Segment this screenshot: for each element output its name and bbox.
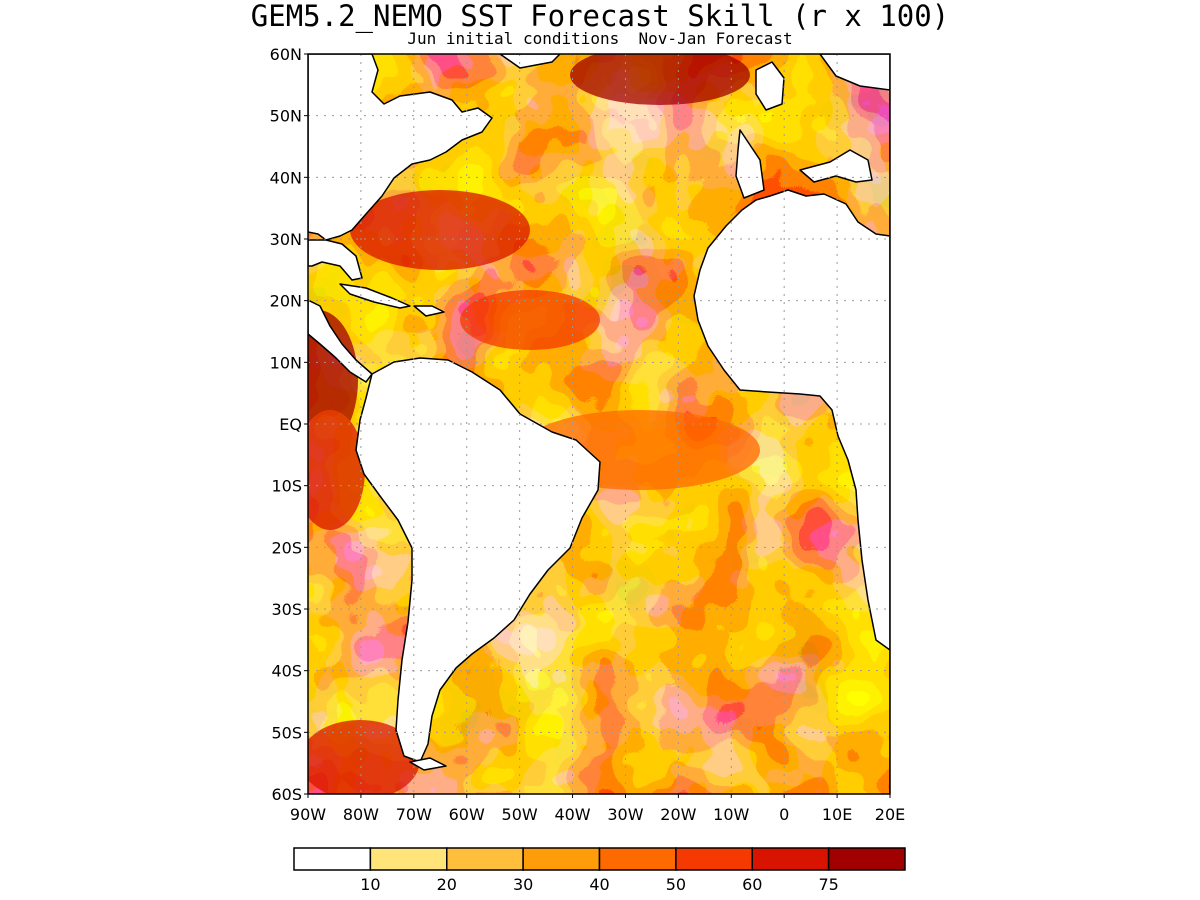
lat-tick-label: EQ	[279, 415, 302, 434]
cuba	[339, 283, 411, 309]
map-subtitle: Jun initial conditions Nov-Jan Forecast	[407, 29, 793, 48]
land-masses	[308, 54, 890, 794]
skill-patch	[308, 410, 365, 530]
skill-patch	[570, 54, 750, 105]
lat-tick-label: 30S	[271, 600, 302, 619]
colorbar-swatch	[369, 847, 448, 871]
colorbar-swatch	[446, 847, 524, 871]
europe-africa	[693, 54, 890, 794]
lat-tick-label: 10S	[271, 477, 302, 496]
colorbar-label: 10	[360, 875, 380, 894]
colorbar-swatch	[751, 847, 830, 871]
colorbar-swatch	[675, 847, 753, 871]
colorbar-label: 50	[666, 875, 686, 894]
map-title: GEM5.2_NEMO SST Forecast Skill (r x 100)	[250, 0, 950, 33]
iberia-europe-north	[735, 129, 765, 199]
latitude-labels: 60N 50N 40N 30N 20N 10N EQ 10S 20S 30S 40S 50S 60S	[270, 45, 308, 804]
gridlines	[308, 54, 890, 794]
lon-tick-label: 20E	[875, 805, 905, 824]
tierra-del-fuego	[409, 757, 447, 771]
colorbar-label: 20	[437, 875, 457, 894]
lon-tick-label: 0	[779, 805, 789, 824]
lon-tick-label: 50W	[502, 805, 538, 824]
hispaniola	[413, 305, 445, 317]
lon-tick-label: 10E	[822, 805, 852, 824]
lat-tick-label: 10N	[270, 353, 302, 372]
colorbar-swatch	[827, 847, 906, 871]
colorbar-swatch	[293, 847, 372, 871]
colorbar-label: 60	[742, 875, 762, 894]
lon-tick-label: 10W	[713, 805, 749, 824]
skill-patch	[308, 720, 420, 794]
colorbar: 10 20 30 40 50 60 75	[293, 847, 906, 894]
lon-tick-label: 90W	[290, 805, 326, 824]
lat-tick-label: 20S	[271, 538, 302, 557]
colorbar-label: 30	[513, 875, 533, 894]
lon-tick-label: 80W	[343, 805, 379, 824]
lon-tick-label: 40W	[554, 805, 590, 824]
lon-tick-label: 30W	[607, 805, 643, 824]
colorbar-swatch	[598, 847, 677, 871]
lat-tick-label: 60N	[270, 45, 302, 64]
lon-tick-label: 20W	[660, 805, 696, 824]
lat-tick-label: 40N	[270, 168, 302, 187]
florida-gulf-coast	[308, 239, 363, 281]
colorbar-label: 75	[818, 875, 838, 894]
lon-tick-label: 60W	[449, 805, 485, 824]
lat-tick-label: 60S	[271, 785, 302, 804]
north-america	[308, 54, 493, 241]
lat-tick-label: 30N	[270, 230, 302, 249]
lat-tick-label: 20N	[270, 292, 302, 311]
lon-tick-label: 70W	[396, 805, 432, 824]
skill-patch	[350, 190, 530, 270]
lat-tick-label: 50S	[271, 723, 302, 742]
skill-patch	[460, 290, 600, 350]
colorbar-label: 40	[589, 875, 609, 894]
central-america	[308, 299, 373, 383]
greenland-tip	[499, 54, 561, 69]
lat-tick-label: 50N	[270, 107, 302, 126]
lat-tick-label: 40S	[271, 662, 302, 681]
colorbar-swatch	[522, 847, 601, 871]
longitude-labels: 90W 80W 70W 60W 50W 40W 30W 20W 10W 0 10E 20E	[290, 794, 905, 824]
british-isles	[755, 61, 785, 111]
